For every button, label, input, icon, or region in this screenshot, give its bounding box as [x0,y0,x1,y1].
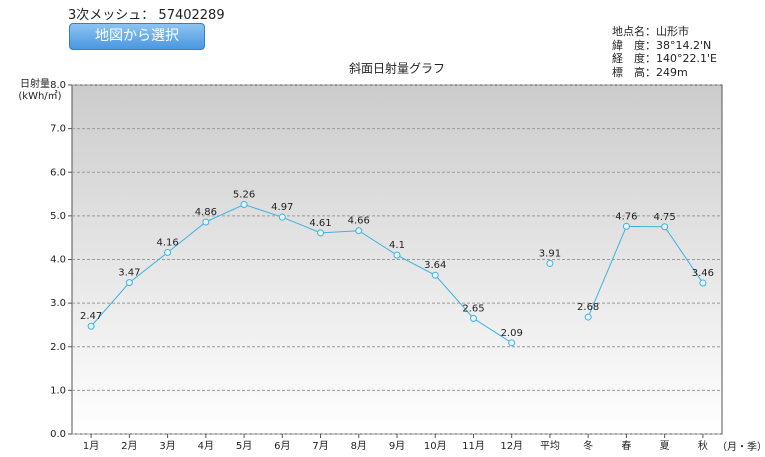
marker [393,251,401,259]
data-label: 4.16 [156,238,178,249]
mesh-code: 57402289 [158,8,225,23]
y-tick-label: 4.0 [50,255,66,266]
marker [355,227,363,235]
data-label: 4.66 [348,216,370,227]
x-tick-label: 9月 [389,440,405,452]
x-tick-label: 11月 [462,440,485,452]
x-tick-label: 春 [621,440,631,452]
y-tick-label: 5.0 [50,211,66,222]
data-label: 4.86 [195,207,217,218]
y-tick-label: 3.0 [50,298,66,309]
data-label: 3.46 [692,268,714,279]
x-tick-label: 7月 [312,440,328,452]
x-tick-label: 12月 [500,440,523,452]
info-value: 38°14.2'N [656,38,712,52]
y-tick-label: 8.0 [50,80,66,91]
marker [622,222,630,230]
chart-title: 斜面日射量グラフ [349,61,445,76]
marker [431,271,439,279]
x-tick-label: 冬 [583,439,593,452]
data-label: 2.68 [577,302,599,313]
y-tick-label: 7.0 [50,124,66,135]
data-label: 4.75 [654,212,676,223]
site-info: 地点名：山形市緯 度：38°14.2'N 経 度：140°22.1'E 標 高：24… [612,25,717,79]
x-tick-label: 5月 [236,440,252,452]
marker [87,322,95,330]
data-label: 2.65 [462,303,484,314]
mesh-info: 3次メッシュ： 57402289 [68,4,225,23]
data-label: 2.47 [80,311,102,322]
data-label: 4.61 [309,218,331,229]
y-axis-label: (kWh/㎡) [18,90,61,102]
marker [508,339,516,347]
x-tick-label: 1月 [83,440,99,452]
info-row: 経 度：140°22.1'E [612,52,717,66]
marker [164,249,172,257]
y-tick-label: 2.0 [50,342,66,353]
x-tick-label: 夏 [660,440,670,452]
x-tick-label: 秋 [698,439,708,452]
marker [278,213,286,221]
x-tick-label: 10月 [424,440,447,452]
info-row: 緯 度：38°14.2'N [612,39,717,53]
info-value: 山形市 [656,25,689,38]
marker [317,229,325,237]
marker [584,313,592,321]
y-axis-label: 日射量 [20,78,50,90]
y-tick-label: 1.0 [50,385,66,396]
marker [469,314,477,322]
mesh-label: 3次メッシュ： [68,8,155,23]
info-label: 地点名： [612,25,656,38]
info-label: 標 高： [612,65,656,79]
select-map-button[interactable]: 地図から選択 [69,23,205,50]
data-label: 3.64 [424,260,446,271]
line [587,225,704,318]
marker [125,279,133,287]
marker [202,218,210,226]
info-label: 経 度： [612,52,656,65]
data-label: 2.09 [501,328,523,339]
line [90,203,512,344]
x-tick-label: 6月 [274,440,290,452]
info-value: 140°22.1'E [656,52,717,65]
info-label: 緯 度： [612,38,656,52]
data-label: 3.91 [539,248,561,259]
x-tick-label: 3月 [159,440,175,452]
info-row: 標 高：249m [612,66,717,80]
info-value: 249m [656,65,688,79]
marker [546,259,554,267]
x-axis-label: （月・季） [717,441,765,453]
marker [240,201,248,209]
y-tick-label: 6.0 [50,167,66,178]
y-tick-label: 0.0 [50,429,66,440]
data-label: 4.1 [389,240,405,251]
x-tick-label: 8月 [351,440,367,452]
marker [661,223,669,231]
data-label: 3.47 [118,268,140,279]
x-tick-label: 平均 [540,440,560,452]
data-label: 4.76 [615,211,637,222]
data-label: 4.97 [271,202,293,213]
marker [699,279,707,287]
info-row: 地点名：山形市 [612,25,717,39]
x-tick-label: 2月 [121,440,137,452]
data-label: 5.26 [233,190,255,201]
x-tick-label: 4月 [198,440,214,452]
